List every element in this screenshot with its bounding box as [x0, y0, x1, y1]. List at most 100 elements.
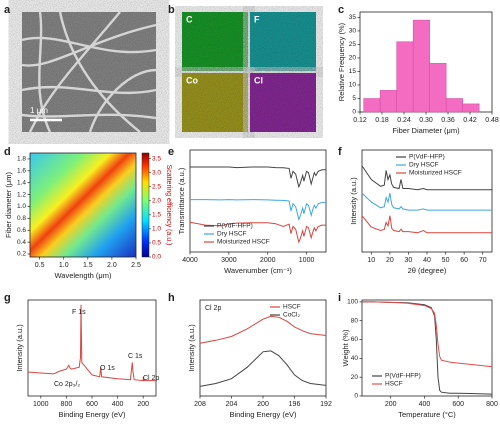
x-tick-label: 10	[367, 257, 375, 264]
eds-maps: C F Co Cl	[182, 12, 316, 132]
series-line	[199, 315, 327, 344]
x-tick-label: 200	[137, 401, 149, 408]
y-tick-label: 5	[352, 95, 356, 102]
colorbar-tick-label: 0.5	[152, 240, 161, 247]
colorbar-tick-label: 2.0	[152, 198, 161, 205]
x-tick-label: 0.18	[375, 117, 389, 124]
colorbar-tick-label: 3.5	[152, 155, 161, 162]
x-tick-label: 70	[479, 257, 487, 264]
colorbar-tick-label: 1.0	[152, 226, 161, 233]
sem-image: 1 μm	[21, 11, 157, 133]
bar	[379, 90, 397, 113]
x-tick-label: 1000	[299, 257, 315, 264]
x-tick-label: 1.0	[59, 262, 69, 269]
x-tick-label: 2.0	[107, 262, 117, 269]
x-axis-label: 2θ (degree)	[408, 266, 447, 275]
series-line	[362, 301, 493, 395]
series-line	[190, 199, 326, 221]
plot-frame	[27, 299, 157, 397]
x-tick-label: 200	[257, 401, 269, 408]
scale-bar-label: 1 μm	[30, 106, 48, 115]
series-line	[361, 165, 492, 191]
x-tick-label: 0.42	[463, 117, 477, 124]
x-axis-label: Binding Energy (eV)	[229, 410, 297, 419]
x-tick-label: 40	[423, 257, 431, 264]
plot-frame	[189, 149, 327, 253]
panel-label: g	[4, 292, 11, 304]
bar	[412, 19, 430, 113]
panel-label: b	[168, 4, 175, 16]
x-tick-label: 204	[226, 401, 238, 408]
series-line	[190, 166, 326, 189]
panel-label: i	[338, 292, 341, 304]
y-axis-label: Weight (%)	[341, 329, 350, 366]
y-axis-label: Intensity (a.u.)	[349, 177, 358, 225]
annotation: C 1s	[128, 353, 143, 360]
bar	[429, 63, 447, 113]
legend-label: Dry HSCF	[217, 231, 247, 238]
colorbar-tick-label: 2.5	[152, 183, 161, 190]
series-line	[189, 221, 326, 244]
y-tick-label: 20	[349, 55, 357, 62]
series-line	[361, 215, 492, 234]
y-tick-label: 10	[349, 82, 357, 89]
y-tick-label: 0.4	[17, 239, 26, 246]
y-tick-label: 100	[347, 299, 358, 306]
x-tick-label: 0.12	[353, 117, 367, 124]
x-tick-label: 208	[194, 401, 206, 408]
annotation: Co 2p₃/₂	[54, 381, 80, 388]
legend-label: HSCF	[385, 381, 403, 388]
x-tick-label: 4000	[182, 257, 198, 264]
y-tick-label: 80	[351, 317, 359, 324]
annotation: F 1s	[72, 309, 86, 316]
y-tick-label: 1.0	[17, 203, 26, 210]
x-tick-label: 60	[460, 257, 468, 264]
colorbar-tick-label: 0.0	[152, 254, 161, 261]
y-tick-label: 1.8	[17, 156, 26, 163]
annotation: O 1s	[100, 365, 115, 372]
series-line	[361, 192, 492, 211]
panel-label: d	[4, 146, 11, 158]
x-axis-label: Wavenumber (cm⁻¹)	[224, 266, 292, 275]
bar	[462, 103, 480, 113]
panel-label: a	[4, 4, 11, 16]
x-tick-label: 192	[320, 401, 332, 408]
heatmap-image	[30, 153, 136, 257]
y-tick-label: 60	[351, 336, 359, 343]
x-tick-label: 0.48	[485, 117, 499, 124]
eds-label: Cl	[254, 75, 263, 85]
x-tick-label: 2000	[260, 257, 276, 264]
y-tick-label: 30	[349, 28, 357, 35]
colorbar-label: Scattering efficiency (a.u.)	[165, 165, 172, 246]
bar	[396, 41, 414, 113]
bar	[363, 98, 381, 113]
x-tick-label: 20	[386, 257, 394, 264]
x-axis-label: Fiber Diameter (μm)	[392, 126, 460, 135]
legend-label: Moisturized HSCF	[409, 170, 462, 177]
panel-label: c	[338, 4, 344, 16]
x-tick-label: 3000	[221, 257, 237, 264]
y-tick-label: 0.2	[17, 251, 26, 258]
eds-label: F	[254, 14, 260, 24]
x-axis-label: Binding Energy (eV)	[58, 410, 126, 419]
x-axis-label: Temperature (°C)	[398, 410, 456, 419]
colorbar-tick-label: 1.5	[152, 212, 161, 219]
y-axis-label: Transmittance (a.u.)	[177, 167, 186, 234]
x-tick-label: 1.5	[83, 262, 93, 269]
x-tick-label: 50	[442, 257, 450, 264]
eds-label: C	[186, 14, 193, 24]
annotation: Cl 2p	[205, 305, 221, 312]
legend-label: CoCl₂	[283, 312, 300, 319]
eds-label: Co	[186, 75, 198, 85]
x-tick-label: 800	[486, 401, 498, 408]
panel-label: e	[168, 146, 174, 158]
x-tick-label: 30	[405, 257, 413, 264]
x-tick-label: 200	[385, 401, 397, 408]
x-axis-label: Wavelength (μm)	[55, 271, 112, 280]
colorbar	[141, 152, 150, 258]
x-tick-label: 600	[452, 401, 464, 408]
y-tick-label: 15	[349, 68, 357, 75]
y-axis-label: Fiber diameter (μm)	[4, 171, 13, 238]
y-tick-label: 35	[349, 14, 357, 21]
